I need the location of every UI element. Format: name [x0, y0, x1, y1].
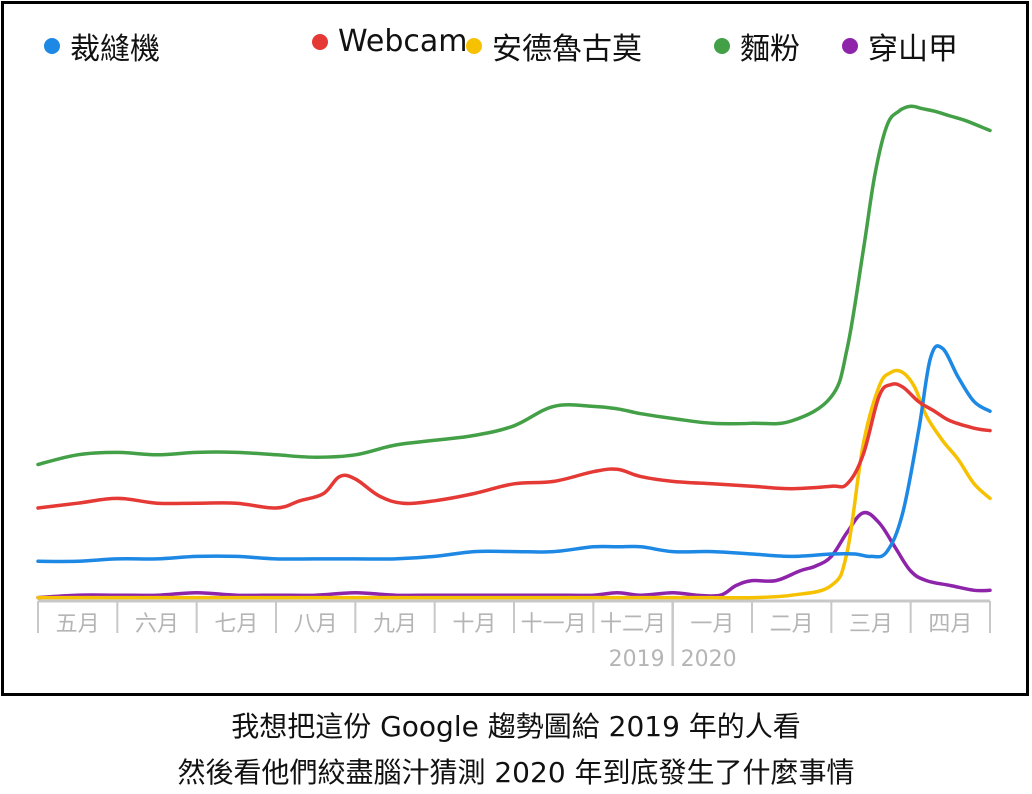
series-line-4 — [36, 510, 992, 600]
series-line-0 — [36, 344, 992, 564]
legend-label: Webcam — [338, 24, 468, 59]
x-tick-label: 八月 — [294, 612, 338, 637]
series-line-3 — [36, 104, 992, 467]
legend-label: 安德魯古莫 — [492, 32, 642, 67]
x-tick-label: 三月 — [849, 612, 893, 637]
legend-item-sewing-machine: 裁縫機 — [44, 24, 160, 68]
series-line-1 — [36, 382, 992, 510]
x-tick-label: 七月 — [214, 612, 258, 637]
caption-line-2: 然後看他們絞盡腦汁猜測 2020 年到底發生了什麼事情 — [177, 756, 855, 789]
legend-item-flour: 麵粉 — [714, 24, 800, 68]
legend-dot — [714, 38, 730, 54]
x-tick-label: 五月 — [56, 612, 100, 637]
year-label-2019: 2019 — [609, 647, 665, 672]
x-tick-label: 四月 — [928, 612, 972, 637]
legend-dot — [44, 38, 60, 54]
legend-label: 裁縫機 — [70, 32, 160, 67]
legend-dot — [312, 33, 328, 50]
legend-label: 穿山甲 — [868, 32, 958, 67]
x-tick-label: 六月 — [135, 612, 179, 637]
legend-item-cuomo: 安德魯古莫 — [466, 24, 642, 68]
legend-dot — [466, 38, 482, 54]
legend-label: 麵粉 — [740, 32, 800, 67]
legend-item-pangolin: 穿山甲 — [842, 24, 958, 68]
series-line-2 — [36, 368, 992, 600]
x-tick-label: 十二月 — [600, 612, 666, 637]
chart: 五月 六月 七月 八月 九月 十月 十一月 十二月 一月 二月 三月 四月 2019 2020 — [36, 104, 992, 672]
year-label-2020: 2020 — [681, 647, 737, 672]
legend-item-webcam: Webcam — [312, 24, 468, 59]
legend: 裁縫機 Webcam 安德魯古莫 麵粉 穿山甲 — [0, 24, 1032, 84]
x-tick-label: 一月 — [690, 612, 734, 637]
x-tick-label: 十月 — [452, 612, 496, 637]
x-tick-label: 九月 — [373, 612, 417, 637]
x-tick-label: 二月 — [770, 612, 814, 637]
chart-frame — [1, 1, 1029, 696]
x-tick-label: 十一月 — [521, 612, 587, 637]
caption-line-1: 我想把這份 Google 趨勢圖給 2019 年的人看 — [231, 710, 801, 743]
legend-dot — [842, 38, 858, 54]
